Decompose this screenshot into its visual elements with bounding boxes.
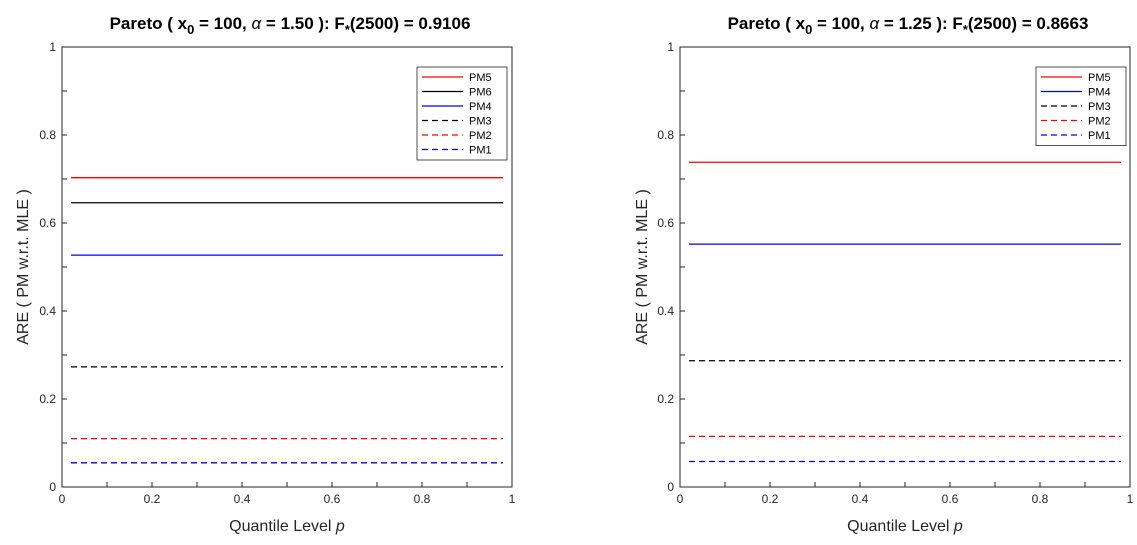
x-axis-label-var: p [335, 518, 345, 535]
y-tick-label: 0.2 [39, 392, 56, 406]
y-axis-label: ARE ( PM w.r.t. MLE ) [634, 189, 651, 345]
x-axis-label-var: p [953, 518, 963, 535]
y-tick-label: 0.8 [39, 128, 56, 142]
x-tick-label: 0.2 [144, 492, 161, 506]
y-tick-label: 0.4 [657, 304, 674, 318]
legend-label-pm1: PM1 [1088, 130, 1111, 142]
legend-label-pm2: PM2 [1088, 116, 1111, 128]
title-part-alpha: α [252, 14, 263, 33]
title-part-prefix: Pareto ( x [110, 14, 188, 33]
y-tick-label: 0.2 [657, 392, 674, 406]
y-tick-label: 0.8 [657, 128, 674, 142]
title-part-suffix: (2500) = 0.9106 [350, 14, 471, 33]
x-tick-label: 1 [509, 492, 516, 506]
x-tick-label: 1 [1127, 492, 1134, 506]
x-tick-label: 0.6 [942, 492, 959, 506]
legend-label-pm5: PM5 [469, 72, 492, 84]
legend-label-pm3: PM3 [469, 116, 492, 128]
x-tick-label: 0 [677, 492, 684, 506]
y-tick-label: 0 [667, 480, 674, 494]
y-tick-label: 0.6 [657, 216, 674, 230]
legend-label-pm5: PM5 [1088, 72, 1111, 84]
title-part-prefix: Pareto ( x [728, 14, 806, 33]
legend: PM5 PM6 PM4 PM3 PM2 PM1 [416, 66, 508, 161]
y-tick-label: 0.6 [39, 216, 56, 230]
x-tick-label: 0.8 [414, 492, 431, 506]
y-axis-label: ARE ( PM w.r.t. MLE ) [15, 189, 32, 345]
x-tick-label: 0 [59, 492, 66, 506]
legend-label-pm3: PM3 [1088, 101, 1111, 113]
title-part-mid2: = 1.25 ): F [879, 14, 963, 33]
chart-title: Pareto ( x0 = 100, α = 1.50 ): F*(2500) … [110, 14, 471, 37]
title-part-sub0: 0 [187, 22, 194, 37]
chart-left: Pareto ( x0 = 100, α = 1.50 ): F*(2500) … [15, 14, 516, 535]
y-tick-label: 1 [49, 40, 56, 54]
legend-label-pm4: PM4 [1088, 87, 1111, 99]
x-tick-label: 0.4 [852, 492, 869, 506]
chart-right: Pareto ( x0 = 100, α = 1.25 ): F*(2500) … [634, 14, 1134, 535]
x-axis-label-text: Quantile Level [847, 518, 954, 535]
legend-box [416, 66, 508, 161]
legend-label-pm1: PM1 [469, 145, 492, 157]
y-tick-label: 0.4 [39, 304, 56, 318]
legend-label-pm6: PM6 [469, 87, 492, 99]
x-tick-label: 0.6 [324, 492, 341, 506]
title-part-alpha: α [870, 14, 881, 33]
legend-label-pm2: PM2 [469, 130, 492, 142]
chart-title: Pareto ( x0 = 100, α = 1.25 ): F*(2500) … [728, 14, 1089, 37]
x-tick-label: 0.8 [1032, 492, 1049, 506]
title-part-mid: = 100, [194, 14, 251, 33]
title-part-mid2: = 1.50 ): F [261, 14, 345, 33]
x-axis-label: Quantile Level p [229, 518, 345, 535]
y-tick-label: 0 [49, 480, 56, 494]
x-axis-label: Quantile Level p [847, 518, 963, 535]
title-part-mid: = 100, [812, 14, 869, 33]
x-axis-label-text: Quantile Level [229, 518, 336, 535]
x-tick-label: 0.2 [762, 492, 779, 506]
title-part-sub0: 0 [805, 22, 812, 37]
legend-label-pm4: PM4 [469, 101, 492, 113]
legend: PM5 PM4 PM3 PM2 PM1 [1035, 66, 1127, 146]
title-part-substar: * [345, 22, 351, 37]
title-part-substar: * [963, 22, 969, 37]
x-tick-label: 0.4 [234, 492, 251, 506]
y-tick-label: 1 [667, 40, 674, 54]
title-part-suffix: (2500) = 0.8663 [968, 14, 1089, 33]
